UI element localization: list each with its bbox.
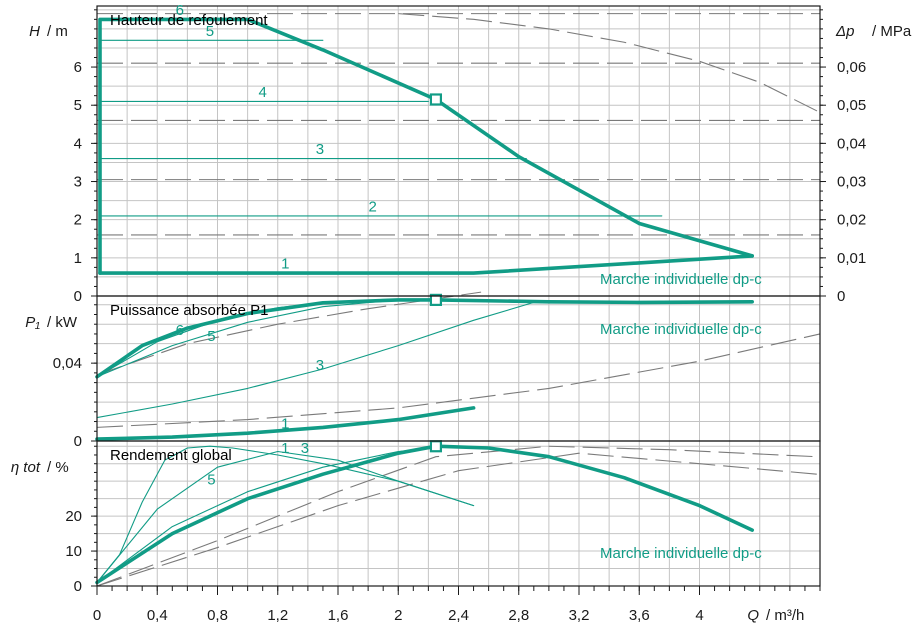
panel-title: Rendement global (110, 447, 232, 464)
series-line-level-3 (96, 450, 475, 584)
panel-title: Puissance absorbée P1 (110, 302, 268, 319)
reference-curve (398, 13, 818, 112)
x-tick-label: 0 (93, 607, 101, 624)
x-tick-label: 0,4 (147, 607, 168, 624)
level-label: 2 (368, 198, 376, 215)
x-tick-label: 0,8 (207, 607, 228, 624)
x-tick-label: 2 (394, 607, 402, 624)
series-line-level-3 (96, 301, 535, 419)
series-line-level-1 (96, 445, 475, 584)
plot-frames (91, 5, 826, 595)
series-line-level-5 (96, 302, 324, 378)
operating-point-marker (429, 93, 443, 106)
level-label: 3 (316, 141, 324, 158)
level-label: 5 (206, 23, 214, 40)
level-label: 1 (281, 256, 289, 273)
y-axis-symbol: P₁ (25, 314, 40, 331)
y-axis-unit: / m (47, 23, 68, 40)
series-line-level-1 (95, 406, 476, 441)
y-tick-label: 2 (74, 212, 82, 229)
x-tick-label: 1,6 (328, 607, 349, 624)
x-tick-label: 4 (695, 607, 703, 624)
operating-point-marker (429, 440, 443, 453)
y-tick-label: 0 (74, 433, 82, 450)
y2-tick-label: 0 (837, 288, 845, 305)
level-label: 1 (281, 415, 289, 432)
y-tick-label: 6 (74, 59, 82, 76)
mode-annotation: Marche individuelle dp-c (600, 545, 762, 562)
series-line-level-1 (98, 254, 755, 275)
x-tick-label: 3,6 (629, 607, 650, 624)
y2-tick-label: 0,05 (837, 97, 866, 114)
series-line-level-6 (98, 17, 755, 275)
y-tick-label: 5 (74, 97, 82, 114)
x-axis-unit: / m³/h (766, 607, 804, 624)
y2-axis-symbol: Δp (835, 23, 854, 40)
y-axis-unit: / kW (47, 314, 78, 331)
chart-text: 0 1 2 3 4 5 6 0 0,01 0,02 0,03 0,04 0,05 0,06 Δp / MPa H… (11, 2, 912, 624)
series-line-level-5 (96, 447, 437, 584)
reference-curve (96, 333, 821, 428)
grid (97, 6, 820, 586)
level-label: 6 (176, 322, 184, 339)
y2-axis-unit: / MPa (872, 23, 912, 40)
series-line-level-6 (95, 298, 755, 379)
level-label: 5 (207, 471, 215, 488)
y-tick-label: 10 (65, 543, 82, 560)
y2-tick-label: 0,06 (837, 59, 866, 76)
panel-title: Hauteur de refoulement (110, 12, 268, 29)
level-label: 6 (176, 2, 184, 19)
y2-tick-label: 0,03 (837, 174, 866, 191)
operating-point-marker (429, 293, 443, 306)
level-label: 4 (259, 84, 267, 101)
y2-tick-label: 0,02 (837, 212, 866, 229)
y2-tick-label: 0,04 (837, 135, 866, 152)
y-axis-symbol: H (29, 23, 40, 40)
y-tick-label: 4 (74, 135, 82, 152)
x-axis-symbol: Q (747, 607, 759, 624)
y-tick-label: 20 (65, 508, 82, 525)
series-line-level-4 (96, 298, 429, 378)
y-tick-label: 0,04 (53, 355, 82, 372)
mode-annotation: Marche individuelle dp-c (600, 321, 762, 338)
operating-point-markers (429, 93, 443, 453)
reference-curves (96, 13, 821, 587)
x-tick-label: 3,2 (569, 607, 590, 624)
x-tick-label: 2,8 (508, 607, 529, 624)
y-axis-symbol: η tot (11, 459, 41, 476)
level-label: 5 (207, 328, 215, 345)
y-tick-label: 0 (74, 578, 82, 595)
mode-annotation: Marche individuelle dp-c (600, 271, 762, 288)
y-axis-unit: / % (47, 459, 69, 476)
y2-tick-label: 0,01 (837, 250, 866, 267)
reference-curve (96, 452, 818, 587)
reference-curve (96, 445, 818, 587)
x-tick-label: 1,2 (267, 607, 288, 624)
level-label: 1 (281, 440, 289, 457)
level-label: 3 (301, 440, 309, 457)
x-tick-label: 2,4 (448, 607, 469, 624)
y-tick-label: 3 (74, 174, 82, 191)
y-tick-label: 0 (74, 288, 82, 305)
level-label: 3 (316, 357, 324, 374)
y-tick-label: 1 (74, 250, 82, 267)
series-line-level-6 (95, 444, 755, 585)
series-lines (95, 17, 755, 585)
